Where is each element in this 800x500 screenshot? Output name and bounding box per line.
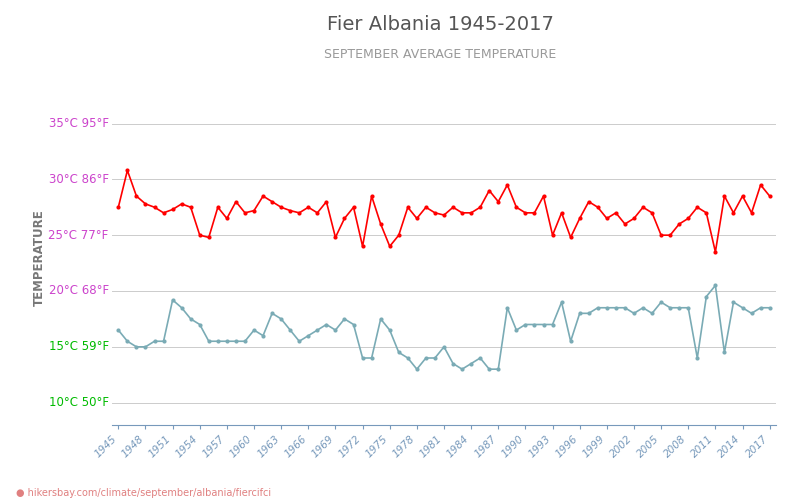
Text: 35°C 95°F: 35°C 95°F: [49, 117, 109, 130]
Text: TEMPERATURE: TEMPERATURE: [33, 209, 46, 306]
Text: 30°C 86°F: 30°C 86°F: [49, 173, 109, 186]
Text: 25°C 77°F: 25°C 77°F: [49, 228, 109, 241]
Text: 10°C 50°F: 10°C 50°F: [49, 396, 109, 409]
Text: SEPTEMBER AVERAGE TEMPERATURE: SEPTEMBER AVERAGE TEMPERATURE: [324, 48, 556, 60]
Text: ● hikersbay.com/climate/september/albania/fiercifci: ● hikersbay.com/climate/september/albani…: [16, 488, 271, 498]
Text: 15°C 59°F: 15°C 59°F: [49, 340, 109, 353]
Text: Fier Albania 1945-2017: Fier Albania 1945-2017: [326, 15, 554, 34]
Text: 20°C 68°F: 20°C 68°F: [49, 284, 109, 298]
